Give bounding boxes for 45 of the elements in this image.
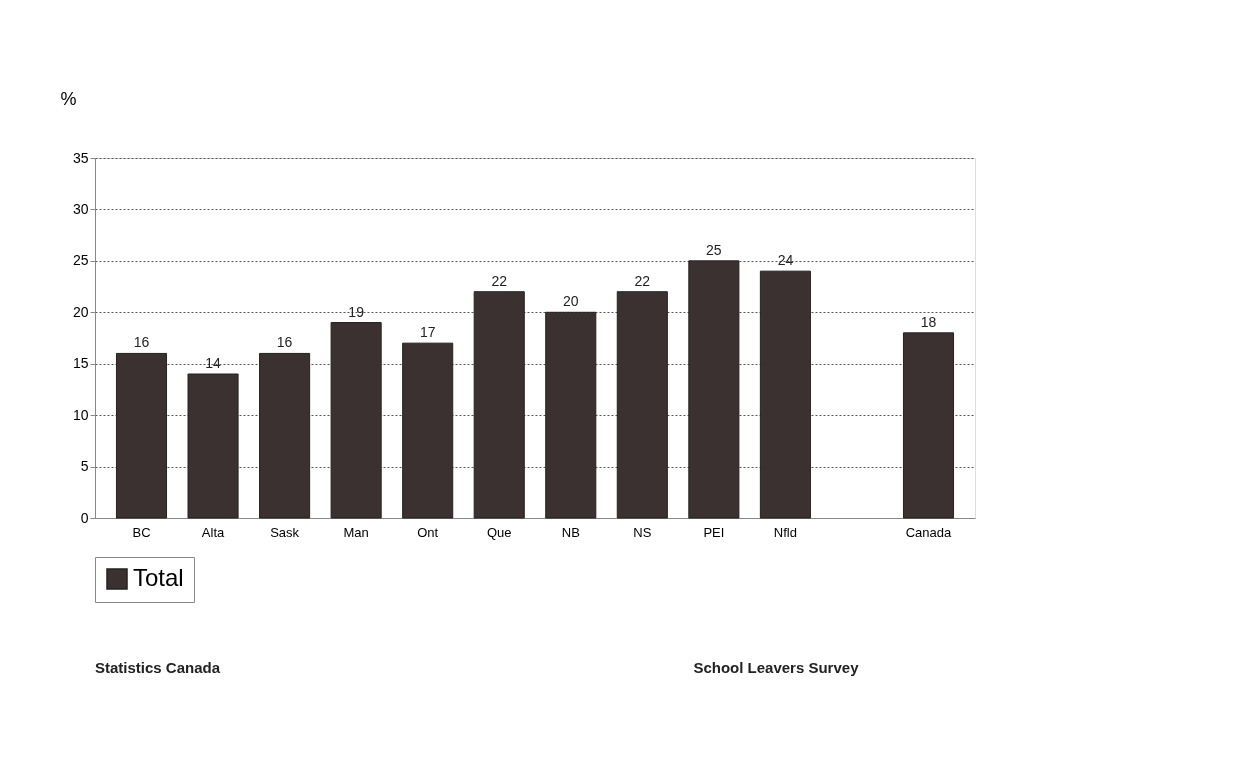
x-tick-label: NB — [561, 524, 580, 540]
data-label: 25 — [706, 241, 722, 258]
data-label: 17 — [419, 324, 436, 341]
bar — [759, 270, 811, 519]
x-tick-label: Alta — [201, 524, 226, 540]
y-tick-label: 5 — [80, 458, 89, 475]
y-tick-label: 30 — [72, 200, 89, 217]
data-label: 16 — [276, 334, 293, 351]
data-label: 19 — [348, 303, 365, 320]
data-label: 22 — [634, 272, 651, 289]
x-tick-label: Ont — [417, 524, 439, 540]
data-label: 22 — [491, 272, 508, 289]
bar — [330, 322, 382, 519]
x-tick-label: NS — [633, 524, 652, 540]
y-tick-label: 0 — [80, 509, 89, 526]
x-tick-label: Nfld — [773, 524, 797, 540]
data-label: 20 — [562, 293, 579, 310]
y-tick-label: 15 — [72, 355, 89, 372]
x-tick-label: Que — [486, 524, 512, 540]
x-tick-label: Man — [343, 524, 369, 540]
bar — [115, 352, 168, 519]
text: School Leavers Survey — [693, 659, 860, 676]
bar — [616, 291, 668, 519]
bar — [902, 332, 955, 519]
x-tick-label: BC — [132, 524, 151, 540]
x-tick-label: PEI — [703, 524, 725, 540]
bar — [187, 373, 239, 519]
bar — [259, 352, 311, 519]
y-tick-label: 10 — [72, 406, 89, 423]
x-tick-label: Sask — [270, 524, 300, 540]
bar — [402, 342, 454, 519]
text: Statistics Canada — [95, 659, 221, 676]
y-tick-label: 20 — [72, 303, 89, 320]
y-tick-label: 35 — [72, 149, 89, 166]
legend-label: Total — [133, 564, 184, 591]
data-label: 16 — [133, 334, 150, 351]
data-label: 24 — [777, 252, 794, 269]
x-tick-label: Canada — [905, 524, 953, 540]
data-label: 14 — [205, 355, 222, 371]
data-label: 18 — [920, 313, 937, 330]
bar — [545, 311, 597, 519]
y-axis-title: % — [60, 88, 77, 109]
y-tick-label: 25 — [72, 252, 89, 269]
bar — [688, 260, 740, 519]
bar — [473, 291, 525, 519]
